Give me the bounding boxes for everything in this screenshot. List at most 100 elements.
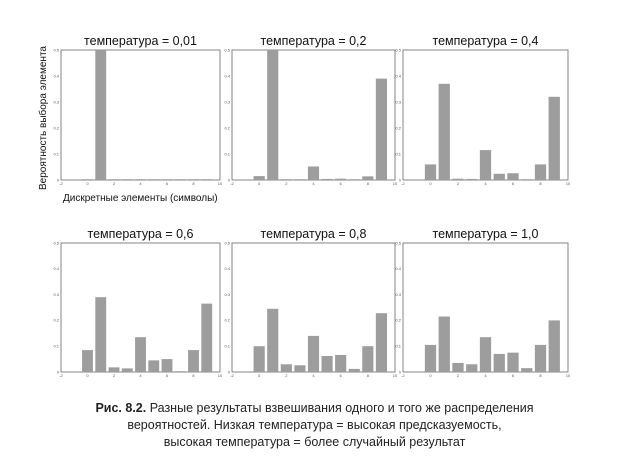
panel-title: температура = 0,2	[261, 34, 367, 48]
bar-7	[174, 371, 186, 372]
bar-6	[507, 173, 519, 180]
chart-panel-1: температура = 0,01-2 0 2 4 6 8 1000.10.20.30.4…	[53, 34, 223, 186]
bar-0	[424, 164, 437, 180]
bar-1	[95, 297, 107, 372]
x-tick-label: 10	[566, 373, 571, 378]
x-tick-label: -2	[59, 373, 63, 378]
caption-line-2: вероятностей. Низкая температура = высок…	[127, 418, 502, 432]
y-tick-label: 0.4	[395, 73, 401, 78]
bar-1	[438, 83, 450, 180]
bar-7	[521, 179, 533, 180]
panel-title: температура = 0,4	[433, 34, 539, 48]
x-tick-label: 6	[166, 181, 169, 186]
bar-4	[479, 337, 492, 372]
bar-7	[348, 179, 360, 180]
y-tick-label: 0.2	[395, 125, 401, 130]
panel-title: температура = 1,0	[433, 227, 539, 241]
bar-6	[161, 179, 173, 180]
bar-9	[201, 179, 213, 180]
x-tick-label: 8	[539, 181, 542, 186]
x-tick-label: 8	[367, 181, 370, 186]
caption-line-3: высокая температура = более случайный ре…	[163, 435, 466, 449]
panels: температура = 0,01-2 0 2 4 6 8 1000.10.20.30.4…	[53, 34, 571, 378]
bar-2	[280, 179, 292, 180]
bar-5	[493, 173, 505, 180]
bar-7	[521, 368, 533, 372]
y-tick-label: 0.5	[224, 240, 230, 245]
x-tick-label: 0	[429, 181, 432, 186]
y-tick-label: 0.3	[224, 99, 230, 104]
x-tick-label: 10	[393, 373, 398, 378]
x-tick-label: 4	[484, 373, 487, 378]
y-tick-label: 0.4	[53, 266, 59, 271]
x-tick-label: 0	[258, 181, 261, 186]
x-tick-label: 10	[218, 181, 223, 186]
bar-1	[267, 308, 279, 372]
bar-6	[161, 359, 173, 372]
x-tick-label: 4	[484, 181, 487, 186]
bar-2	[452, 178, 464, 180]
bar-8	[534, 344, 547, 372]
panel-title: температура = 0,01	[84, 34, 197, 48]
x-tick-label: 2	[457, 373, 460, 378]
x-tick-label: 2	[285, 181, 288, 186]
y-tick-label: 0.4	[224, 73, 230, 78]
panel-title: температура = 0,8	[261, 227, 367, 241]
bar-7	[348, 368, 360, 372]
x-tick-label: 6	[512, 373, 515, 378]
bar-6	[507, 352, 519, 372]
y-tick-label: 0	[228, 177, 231, 182]
y-tick-label: 0.1	[395, 151, 401, 156]
bar-1	[267, 50, 279, 180]
bar-5	[148, 360, 160, 372]
bar-9	[201, 303, 213, 372]
x-tick-label: -2	[401, 181, 405, 186]
caption-figure-label: Рис. 8.2.	[95, 401, 147, 415]
y-tick-label: 0.4	[53, 73, 59, 78]
bar-3	[466, 178, 478, 180]
chart-panel-3: температура = 0,4-2 0 2 4 6 8 1000.10.20.30.40…	[395, 34, 571, 186]
bar-6	[335, 178, 347, 180]
y-tick-label: 0.5	[395, 240, 401, 245]
bar-0	[253, 176, 265, 180]
x-tick-label: 4	[139, 373, 142, 378]
y-tick-label: 0.1	[224, 151, 230, 156]
x-tick-label: 8	[192, 373, 195, 378]
y-tick-label: 0.1	[224, 344, 230, 349]
x-tick-label: 2	[285, 373, 288, 378]
bar-8	[362, 346, 374, 372]
bar-0	[82, 179, 93, 180]
y-tick-label: 0	[228, 369, 231, 374]
y-tick-label: 0	[399, 177, 402, 182]
bar-9	[375, 78, 387, 180]
bar-8	[362, 176, 374, 180]
x-tick-label: 10	[393, 181, 398, 186]
x-tick-label: 2	[113, 373, 116, 378]
bar-1	[438, 316, 450, 372]
bar-0	[82, 350, 93, 372]
x-tick-label: 2	[113, 181, 116, 186]
y-tick-label: 0.4	[224, 266, 230, 271]
y-tick-label: 0.3	[53, 99, 59, 104]
y-tick-label: 0.2	[224, 125, 230, 130]
x-tick-label: 0	[258, 373, 261, 378]
y-tick-label: 0	[57, 369, 60, 374]
y-tick-label: 0.2	[224, 318, 230, 323]
bar-2	[452, 362, 464, 372]
bar-5	[493, 353, 505, 372]
x-tick-label: -2	[59, 181, 63, 186]
x-tick-label: -2	[401, 373, 405, 378]
bar-2	[108, 179, 120, 180]
y-axis-label: Вероятность выбора элемента	[37, 46, 49, 190]
bar-5	[321, 178, 333, 180]
caption-text-1: Разные результаты взвешивания одного и т…	[149, 401, 534, 415]
y-tick-label: 0.3	[53, 292, 59, 297]
x-tick-label: 4	[312, 181, 315, 186]
chart-panel-2: температура = 0,2-2 0 2 4 6 8 1000.10.20.30.40…	[224, 34, 398, 186]
bar-8	[534, 164, 547, 180]
bar-4	[135, 179, 146, 180]
bar-4	[135, 337, 146, 372]
bar-2	[280, 364, 292, 372]
y-tick-label: 0.2	[53, 318, 59, 323]
